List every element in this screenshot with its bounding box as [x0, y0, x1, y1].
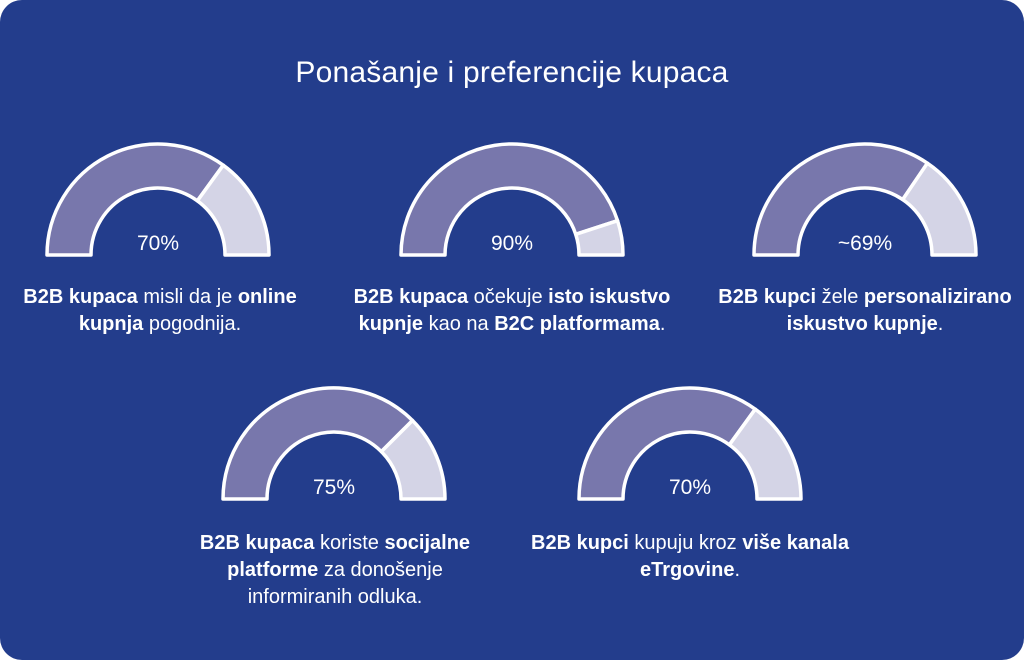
gauge-5-svg	[577, 386, 803, 501]
gauge-1-svg	[45, 142, 271, 257]
gauge-1-filled-arc	[45, 142, 225, 257]
gauge-2-description-bold-2: isto iskustvo kupnje	[358, 286, 671, 335]
gauge-3-description-bold-0: B2B kupci	[718, 286, 817, 308]
gauge-5-description-bold-2: više kanala eTrgovine	[639, 532, 849, 581]
gauge-1-description-text-1: misli da je	[137, 286, 238, 308]
gauge-4-filled-arc	[221, 386, 415, 501]
gauge-3-remaining-arc	[900, 161, 978, 257]
gauge-2-description: B2B kupaca očekuje isto iskustvo kupnje …	[352, 284, 672, 338]
gauge-5-remaining-arc	[727, 407, 803, 501]
gauge-1-remaining-arc	[195, 163, 271, 257]
gauge-4: 75%	[219, 384, 449, 506]
gauge-4-description-text-3: za donošenje informiranih odluka.	[247, 559, 443, 608]
gauge-1-value-label: 70%	[136, 232, 180, 255]
gauge-4-description-bold-0: B2B kupaca	[199, 532, 315, 554]
gauge-2-description-bold-4: B2C platformama	[494, 313, 660, 335]
gauge-2-description-bold-0: B2B kupaca	[353, 286, 469, 308]
gauge-5-description: B2B kupci kupuju kroz više kanala eTrgov…	[530, 530, 850, 584]
gauge-3-svg	[752, 142, 978, 257]
gauge-1-description-bold-2: online kupnja	[78, 286, 297, 335]
gauge-2-description-text-5: .	[659, 313, 666, 335]
gauge-2-description-text-1: očekuje	[468, 286, 549, 308]
gauge-2-remaining-arc	[573, 218, 625, 257]
gauge-3-description: B2B kupci žele personalizirano iskustvo …	[705, 284, 1024, 338]
gauge-4-description-bold-2: socijalne platforme	[227, 532, 471, 581]
gauge-1-description-text-3: pogodnija.	[143, 313, 242, 335]
gauge-1-description-bold-0: B2B kupaca	[23, 286, 138, 308]
gauge-4-remaining-arc	[379, 418, 447, 501]
gauge-2-description-text-3: kao na	[423, 313, 495, 335]
gauge-4-description-text-1: koriste	[314, 532, 385, 554]
infographic-title: Ponašanje i preferencije kupaca	[295, 56, 729, 89]
gauge-1-description: B2B kupaca misli da je online kupnja pog…	[0, 284, 320, 338]
gauge-3-description-text-1: žele	[816, 286, 864, 308]
gauge-2-svg	[399, 142, 625, 257]
gauge-3-description-text-3: .	[937, 313, 944, 335]
gauge-5-filled-arc	[577, 386, 757, 501]
gauge-1: 70%	[43, 140, 273, 262]
gauge-5-description-text-1: kupuju kroz	[628, 532, 743, 554]
gauge-2-value-label: 90%	[490, 232, 534, 255]
gauge-2-filled-arc	[399, 142, 620, 257]
gauge-4-svg	[221, 386, 447, 501]
gauge-5-description-bold-0: B2B kupci	[531, 532, 629, 554]
gauge-3-value-label: ~69%	[837, 232, 893, 255]
gauge-3: ~69%	[750, 140, 980, 262]
gauge-5-description-text-3: .	[734, 559, 741, 581]
gauge-5: 70%	[575, 384, 805, 506]
gauge-4-description: B2B kupaca koriste socijalne platforme z…	[175, 530, 495, 611]
gauge-3-filled-arc	[752, 142, 930, 257]
gauge-3-description-bold-2: personalizirano iskustvo kupnje	[786, 286, 1012, 335]
gauge-4-value-label: 75%	[312, 476, 356, 499]
gauge-2: 90%	[397, 140, 627, 262]
gauge-5-value-label: 70%	[668, 476, 712, 499]
